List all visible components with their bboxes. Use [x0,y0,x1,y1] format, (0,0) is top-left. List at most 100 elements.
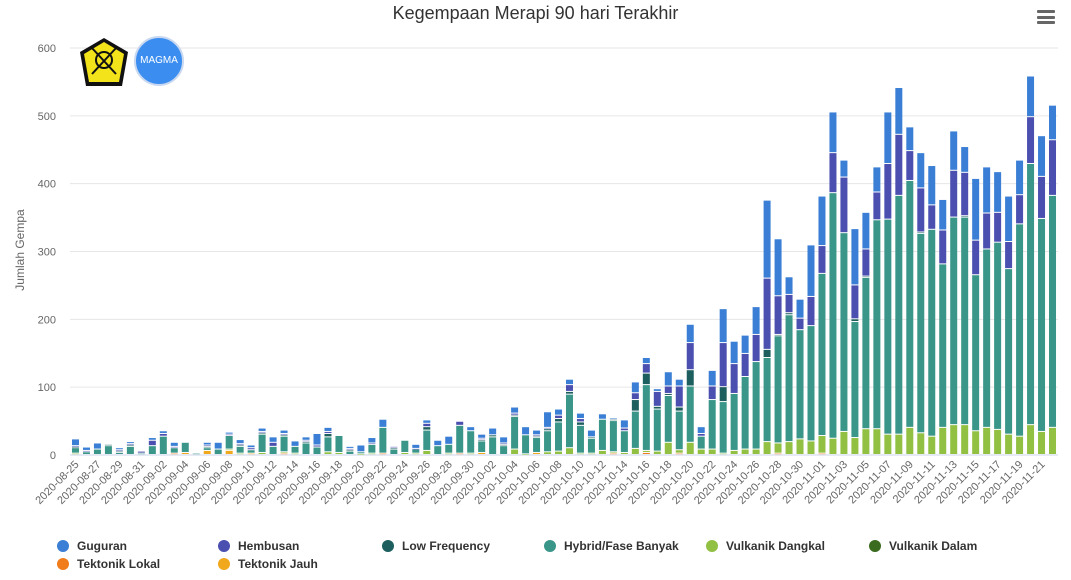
bar-segment-vulkanik-dangkal[interactable] [236,453,244,455]
bar-segment-hembusan[interactable] [302,440,310,442]
bar-segment-vulkanik-dangkal[interactable] [1027,425,1035,454]
bar-segment-guguran[interactable] [126,442,134,444]
bar-segment-hybrid-fase-banyak[interactable] [467,431,475,453]
bar-segment-tektonik-lokal[interactable] [280,453,288,455]
bar-segment-guguran[interactable] [489,428,497,435]
bar-segment-guguran[interactable] [587,430,595,437]
bar-segment-guguran[interactable] [445,436,453,444]
bar-segment-guguran[interactable] [576,413,584,419]
bar-segment-hybrid-fase-banyak[interactable] [840,233,848,431]
bar-segment-hybrid-fase-banyak[interactable] [445,444,453,453]
bar-segment-vulkanik-dangkal[interactable] [511,449,519,454]
bar-segment-hembusan[interactable] [565,385,573,391]
bar-segment-hybrid-fase-banyak[interactable] [456,425,464,453]
bar-segment-hembusan[interactable] [533,435,541,436]
bar-segment-tektonik-lokal[interactable] [642,452,650,454]
bar-segment-hybrid-fase-banyak[interactable] [401,440,409,452]
bar-segment-low-frequency[interactable] [961,216,969,217]
bar-segment-vulkanik-dangkal[interactable] [972,431,980,454]
bar-segment-guguran[interactable] [873,167,881,192]
bar-segment-hybrid-fase-banyak[interactable] [478,441,486,452]
bar-segment-low-frequency[interactable] [390,448,398,449]
bar-segment-low-frequency[interactable] [126,445,134,447]
bar-segment-guguran[interactable] [697,427,705,433]
bar-segment-hembusan[interactable] [950,170,958,217]
bar-segment-vulkanik-dangkal[interactable] [576,453,584,455]
bar-segment-hybrid-fase-banyak[interactable] [686,386,694,442]
bar-segment-hybrid-fase-banyak[interactable] [1016,224,1024,436]
bar-segment-hybrid-fase-banyak[interactable] [82,452,90,454]
bar-segment-hembusan[interactable] [225,434,233,436]
bar-segment-guguran[interactable] [1038,136,1046,176]
bar-segment-tektonik-lokal[interactable] [379,453,387,455]
bar-segment-tektonik-jauh[interactable] [533,452,541,454]
bar-segment-guguran[interactable] [225,432,233,434]
bar-segment-hembusan[interactable] [763,278,771,349]
bar-segment-hybrid-fase-banyak[interactable] [170,448,178,453]
bar-segment-vulkanik-dangkal[interactable] [412,453,420,455]
bar-segment-hembusan[interactable] [895,134,903,195]
bar-segment-hybrid-fase-banyak[interactable] [335,436,343,452]
bar-segment-hembusan[interactable] [972,240,980,275]
bar-segment-hembusan[interactable] [752,334,760,362]
bar-segment-hybrid-fase-banyak[interactable] [862,277,870,429]
bar-segment-guguran[interactable] [544,412,552,427]
bar-segment-tektonik-jauh[interactable] [478,452,486,454]
bar-segment-hembusan[interactable] [1005,242,1013,269]
bar-segment-low-frequency[interactable] [544,429,552,431]
bar-segment-tektonik-lokal[interactable] [456,453,464,455]
bar-segment-guguran[interactable] [961,147,969,172]
bar-segment-guguran[interactable] [609,418,617,419]
bar-segment-vulkanik-dangkal[interactable] [1005,434,1013,454]
bar-segment-low-frequency[interactable] [609,419,617,421]
bar-segment-vulkanik-dangkal[interactable] [741,449,749,454]
bar-segment-hybrid-fase-banyak[interactable] [137,453,145,455]
bar-segment-hybrid-fase-banyak[interactable] [741,376,749,449]
bar-segment-hybrid-fase-banyak[interactable] [785,315,793,442]
bar-segment-hybrid-fase-banyak[interactable] [664,395,672,442]
bar-segment-vulkanik-dangkal[interactable] [522,454,530,455]
bar-segment-low-frequency[interactable] [653,406,661,409]
bar-segment-hybrid-fase-banyak[interactable] [807,326,815,441]
bar-segment-guguran[interactable] [741,335,749,353]
bar-segment-vulkanik-dangkal[interactable] [818,436,826,453]
bar-segment-guguran[interactable] [642,357,650,364]
bar-segment-hembusan[interactable] [961,172,969,216]
bar-segment-hembusan[interactable] [642,364,650,373]
bar-segment-vulkanik-dangkal[interactable] [258,452,266,454]
bar-segment-hembusan[interactable] [478,438,486,440]
legend-item-hybrid-fase-banyak[interactable]: Hybrid/Fase Banyak [544,539,679,553]
bar-segment-guguran[interactable] [511,407,519,413]
bar-segment-guguran[interactable] [522,427,530,435]
bar-segment-low-frequency[interactable] [511,415,519,417]
legend-item-guguran[interactable]: Guguran [57,539,127,553]
bar-segment-hembusan[interactable] [412,448,420,450]
bar-segment-hybrid-fase-banyak[interactable] [1005,269,1013,434]
bar-segment-vulkanik-dangkal[interactable] [851,438,859,454]
bar-segment-vulkanik-dangkal[interactable] [280,452,288,453]
bar-segment-guguran[interactable] [115,448,123,450]
bar-segment-hybrid-fase-banyak[interactable] [895,195,903,434]
bar-segment-hembusan[interactable] [280,433,288,435]
bar-segment-guguran[interactable] [412,444,420,448]
bar-segment-guguran[interactable] [686,324,694,343]
bar-segment-hybrid-fase-banyak[interactable] [511,417,519,449]
bar-segment-hembusan[interactable] [137,451,145,453]
bar-segment-hybrid-fase-banyak[interactable] [247,450,255,453]
bar-segment-vulkanik-dangkal[interactable] [335,452,343,454]
bar-segment-guguran[interactable] [555,409,563,415]
bar-segment-low-frequency[interactable] [587,437,595,438]
bar-segment-guguran[interactable] [774,239,782,296]
bar-segment-guguran[interactable] [939,199,947,230]
bar-segment-guguran[interactable] [368,438,376,443]
bar-segment-guguran[interactable] [950,131,958,170]
bar-segment-vulkanik-dangkal[interactable] [620,452,628,454]
bar-segment-hembusan[interactable] [917,188,925,232]
bar-segment-tektonik-jauh[interactable] [247,453,255,455]
bar-segment-low-frequency[interactable] [576,422,584,425]
bar-segment-hembusan[interactable] [236,444,244,445]
bar-segment-guguran[interactable] [752,307,760,334]
bar-segment-vulkanik-dangkal[interactable] [423,450,431,454]
bar-segment-guguran[interactable] [730,341,738,364]
bar-segment-hybrid-fase-banyak[interactable] [983,249,991,427]
